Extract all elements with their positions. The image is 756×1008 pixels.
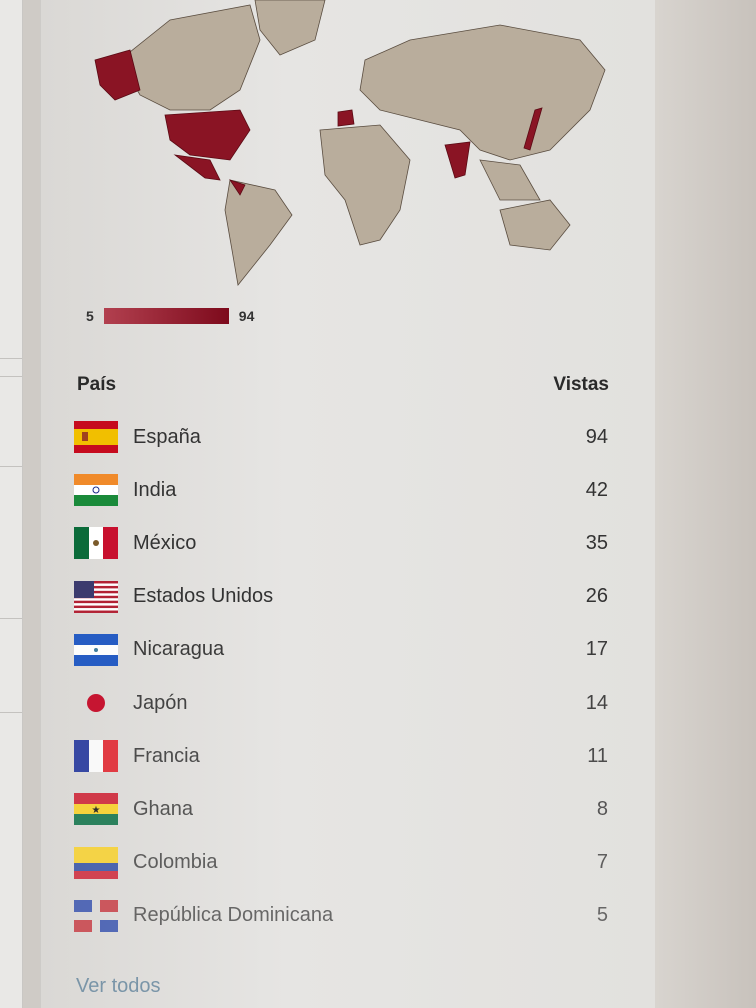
country-name[interactable]: India bbox=[133, 478, 177, 501]
map-australia bbox=[499, 199, 571, 251]
background-area bbox=[655, 0, 756, 1008]
views-count: 8 bbox=[596, 797, 608, 820]
legend-max: 94 bbox=[238, 308, 255, 324]
views-count: 42 bbox=[585, 478, 608, 501]
colombia-flag-icon bbox=[74, 846, 118, 879]
country-name[interactable]: Estados Unidos bbox=[133, 585, 274, 608]
left-sidebar-edge bbox=[0, 0, 23, 1008]
color-scale-legend: 5 94 bbox=[86, 308, 254, 324]
view-all-link[interactable]: Ver todos bbox=[76, 975, 161, 997]
table-row[interactable]: Colombia 7 bbox=[74, 845, 608, 881]
world-map[interactable] bbox=[80, 0, 620, 290]
map-south-america bbox=[224, 179, 293, 286]
views-count: 26 bbox=[585, 585, 608, 608]
map-canada bbox=[119, 4, 261, 111]
column-header-country: País bbox=[77, 374, 117, 395]
usa-flag-icon bbox=[74, 580, 118, 613]
views-count: 5 bbox=[596, 904, 608, 927]
table-row[interactable]: Francia 11 bbox=[74, 738, 608, 774]
country-name[interactable]: España bbox=[133, 425, 201, 448]
map-usa bbox=[164, 109, 251, 161]
country-name[interactable]: Japón bbox=[133, 691, 188, 714]
mexico-flag-icon bbox=[74, 527, 118, 560]
japan-flag-icon bbox=[87, 694, 105, 712]
svg-text:★: ★ bbox=[92, 805, 101, 816]
table-row[interactable]: Estados Unidos 26 bbox=[74, 579, 608, 615]
views-count: 17 bbox=[585, 638, 608, 661]
views-count: 11 bbox=[587, 744, 608, 767]
legend-min: 5 bbox=[86, 308, 94, 324]
views-count: 35 bbox=[585, 531, 608, 554]
table-row[interactable]: República Dominicana 5 bbox=[74, 898, 608, 934]
map-central-america bbox=[229, 179, 246, 196]
views-count: 7 bbox=[596, 851, 608, 874]
table-row[interactable]: Nicaragua 17 bbox=[74, 632, 608, 668]
country-name[interactable]: Francia bbox=[133, 744, 200, 767]
map-africa bbox=[319, 124, 411, 246]
map-europe-asia bbox=[359, 24, 606, 161]
country-name[interactable]: Nicaragua bbox=[133, 638, 225, 661]
map-japan bbox=[523, 107, 543, 151]
country-name[interactable]: Ghana bbox=[133, 797, 194, 820]
column-header-views: Vistas bbox=[553, 374, 609, 395]
table-row[interactable]: México 35 bbox=[74, 525, 608, 561]
spain-flag-icon bbox=[74, 421, 118, 453]
map-greenland bbox=[254, 0, 326, 56]
legend-gradient-bar bbox=[103, 308, 229, 324]
table-header: País Vistas bbox=[77, 374, 609, 396]
views-count: 14 bbox=[585, 691, 608, 714]
views-count: 94 bbox=[585, 425, 608, 448]
ghana-flag-icon: ★ bbox=[74, 793, 118, 826]
dominican-republic-flag-icon bbox=[74, 899, 118, 932]
map-india bbox=[444, 141, 471, 179]
table-row[interactable]: ★ Ghana 8 bbox=[74, 791, 608, 827]
table-row[interactable]: Japón 14 bbox=[74, 685, 608, 721]
country-name[interactable]: República Dominicana bbox=[133, 904, 334, 927]
india-flag-icon bbox=[74, 474, 118, 507]
map-alaska bbox=[94, 49, 141, 101]
nicaragua-flag-icon bbox=[74, 633, 118, 666]
table-row[interactable]: India 42 bbox=[74, 472, 608, 508]
country-name[interactable]: Colombia bbox=[133, 851, 218, 874]
map-southeast-asia bbox=[479, 159, 541, 201]
table-row[interactable]: España 94 bbox=[74, 419, 608, 455]
map-mexico bbox=[173, 154, 221, 181]
france-flag-icon bbox=[74, 740, 118, 773]
map-spain bbox=[337, 109, 355, 127]
country-name[interactable]: México bbox=[133, 531, 197, 554]
